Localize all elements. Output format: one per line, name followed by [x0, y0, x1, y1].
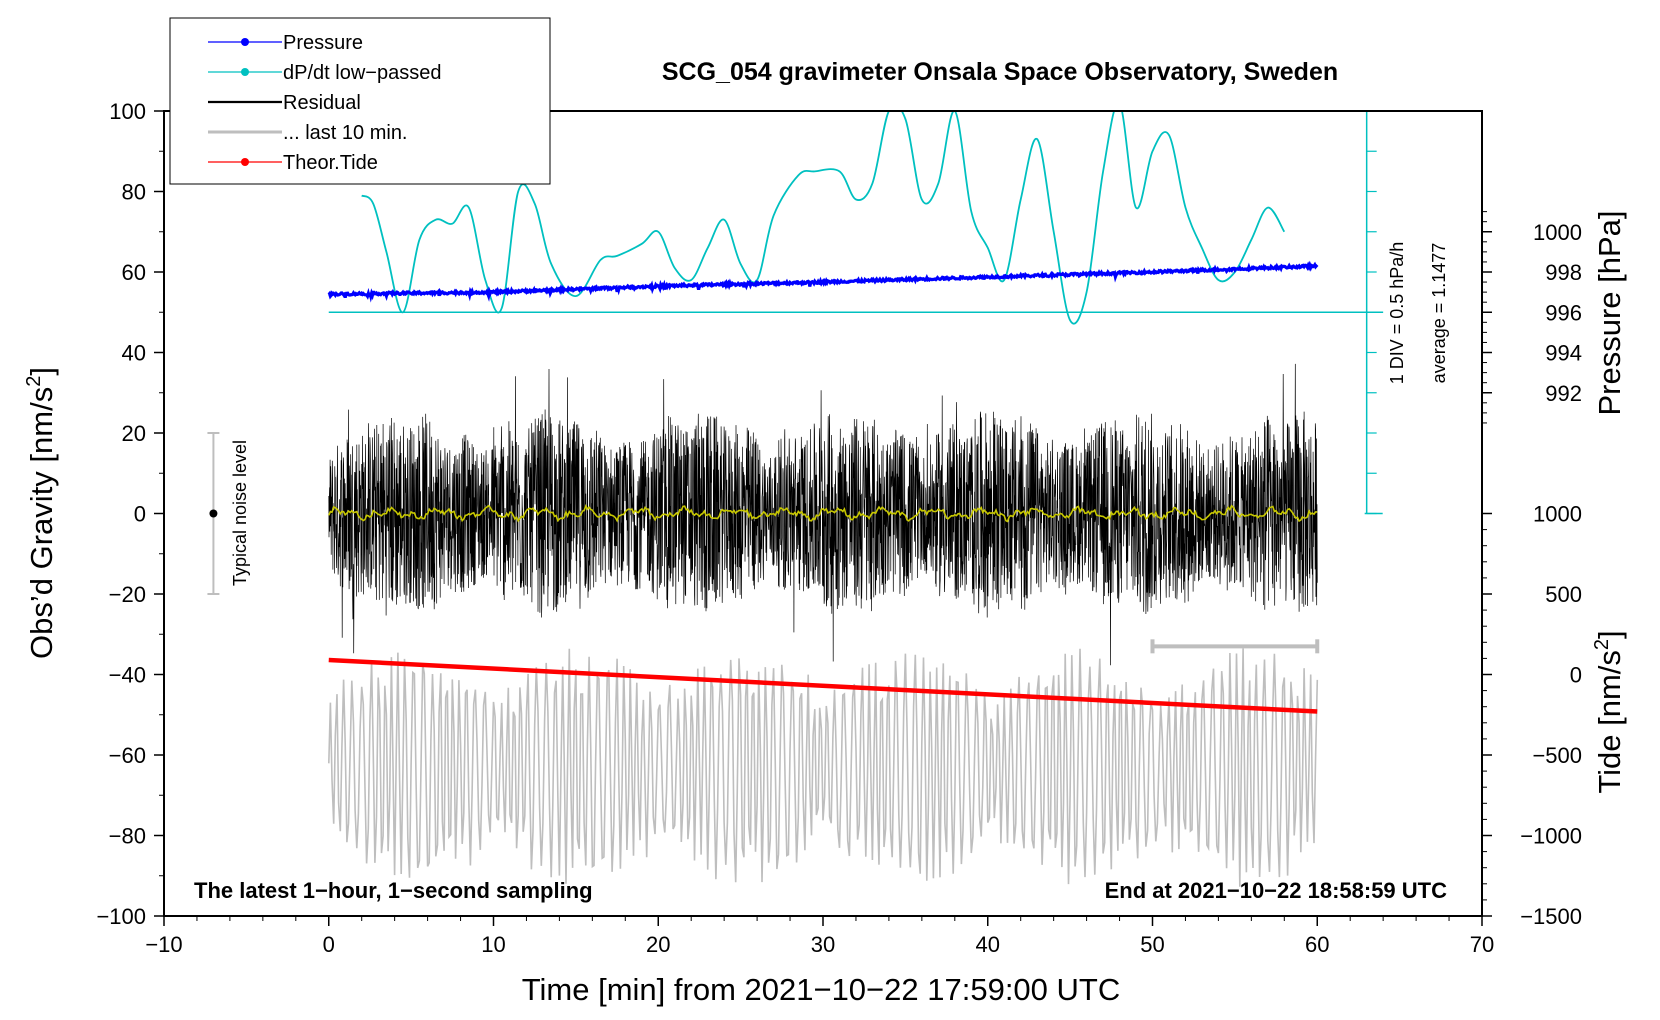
y-tick-label: 20: [122, 421, 146, 446]
average-label: average = 1.1477: [1429, 243, 1449, 384]
tide-tick-label: 1000: [1533, 502, 1582, 527]
residual-lowpass-line: [328, 504, 1318, 523]
pressure-tick-label: 994: [1545, 341, 1582, 366]
pressure-tick-label: 998: [1545, 260, 1582, 285]
text-layer: SCG_054 gravimeter Onsala Space Observat…: [23, 58, 1627, 1007]
footer-right: End at 2021−10−22 18:58:59 UTC: [1105, 878, 1448, 903]
series-residual: [328, 363, 1318, 666]
noise-level-label: Typical noise level: [230, 440, 250, 586]
legend-label: ... last 10 min.: [283, 122, 408, 144]
series-layer: [207, 111, 1320, 887]
axes-layer: −10 0 10 20 30 40 50 60 70−100−80−60−40−20020406…: [96, 99, 1582, 957]
pressure-tick-label: 1000: [1533, 220, 1582, 245]
footer-left: The latest 1−hour, 1−second sampling: [194, 878, 593, 903]
y-axis-title-tide: Tide [nm/s2]: [1591, 630, 1627, 793]
legend-marker: [241, 68, 249, 76]
pressure-tick-label: 996: [1545, 300, 1582, 325]
dpdt-line: [361, 111, 1286, 325]
y-tick-label: −60: [109, 743, 146, 768]
x-tick-label: 20: [646, 932, 670, 957]
legend-marker: [241, 158, 249, 166]
legend-label: Residual: [283, 92, 361, 114]
chart-title: SCG_054 gravimeter Onsala Space Observat…: [662, 58, 1338, 86]
noise-dot: [209, 509, 218, 518]
pressure-line: [327, 260, 1319, 303]
y-tick-label: 0: [134, 502, 146, 527]
x-tick-label: 0: [323, 932, 335, 957]
legend-label: Pressure: [283, 32, 363, 54]
tide-tick-label: 0: [1570, 663, 1582, 688]
x-tick-label: 40: [976, 932, 1000, 957]
y-tick-label: 60: [122, 260, 146, 285]
legend-marker: [241, 38, 249, 46]
x-tick-label: 10: [481, 932, 505, 957]
legend: Pressure dP/dt low−passed Residual ... last…: [169, 17, 551, 185]
tide-tick-label: 500: [1545, 582, 1582, 607]
y-tick-label: −80: [109, 824, 146, 849]
last10-line: [328, 648, 1319, 887]
legend-label: Theor.Tide: [283, 152, 378, 174]
x-tick-label: 60: [1305, 932, 1329, 957]
pressure-scale-label: 1 DIV = 0.5 hPa/h: [1387, 242, 1407, 385]
tide-tick-label: −500: [1532, 743, 1582, 768]
residual-line: [328, 363, 1318, 666]
y-axis-title-left: Obs’d Gravity [nm/s2]: [23, 367, 59, 659]
y-tick-label: 40: [122, 341, 146, 366]
series-dpdt: [361, 111, 1286, 325]
y-tick-label: −40: [109, 663, 146, 688]
tide-tick-label: −1500: [1520, 904, 1582, 929]
tide-line: [328, 657, 1318, 714]
x-tick-label: −10: [145, 932, 182, 957]
y-tick-label: 80: [122, 180, 146, 205]
legend-label: dP/dt low−passed: [283, 62, 441, 84]
x-axis-title: Time [min] from 2021−10−22 17:59:00 UTC: [522, 972, 1121, 1007]
y-tick-label: −100: [96, 904, 146, 929]
y-axis-title-pressure: Pressure [hPa]: [1592, 210, 1627, 415]
tide-tick-label: −1000: [1520, 824, 1582, 849]
x-tick-label: 30: [811, 932, 835, 957]
y-tick-label: −20: [109, 582, 146, 607]
series-last10: [328, 648, 1319, 887]
pressure-tick-label: 992: [1545, 381, 1582, 406]
y-tick-label: 100: [109, 99, 146, 124]
x-tick-label: 50: [1140, 932, 1164, 957]
x-tick-label: 70: [1470, 932, 1494, 957]
